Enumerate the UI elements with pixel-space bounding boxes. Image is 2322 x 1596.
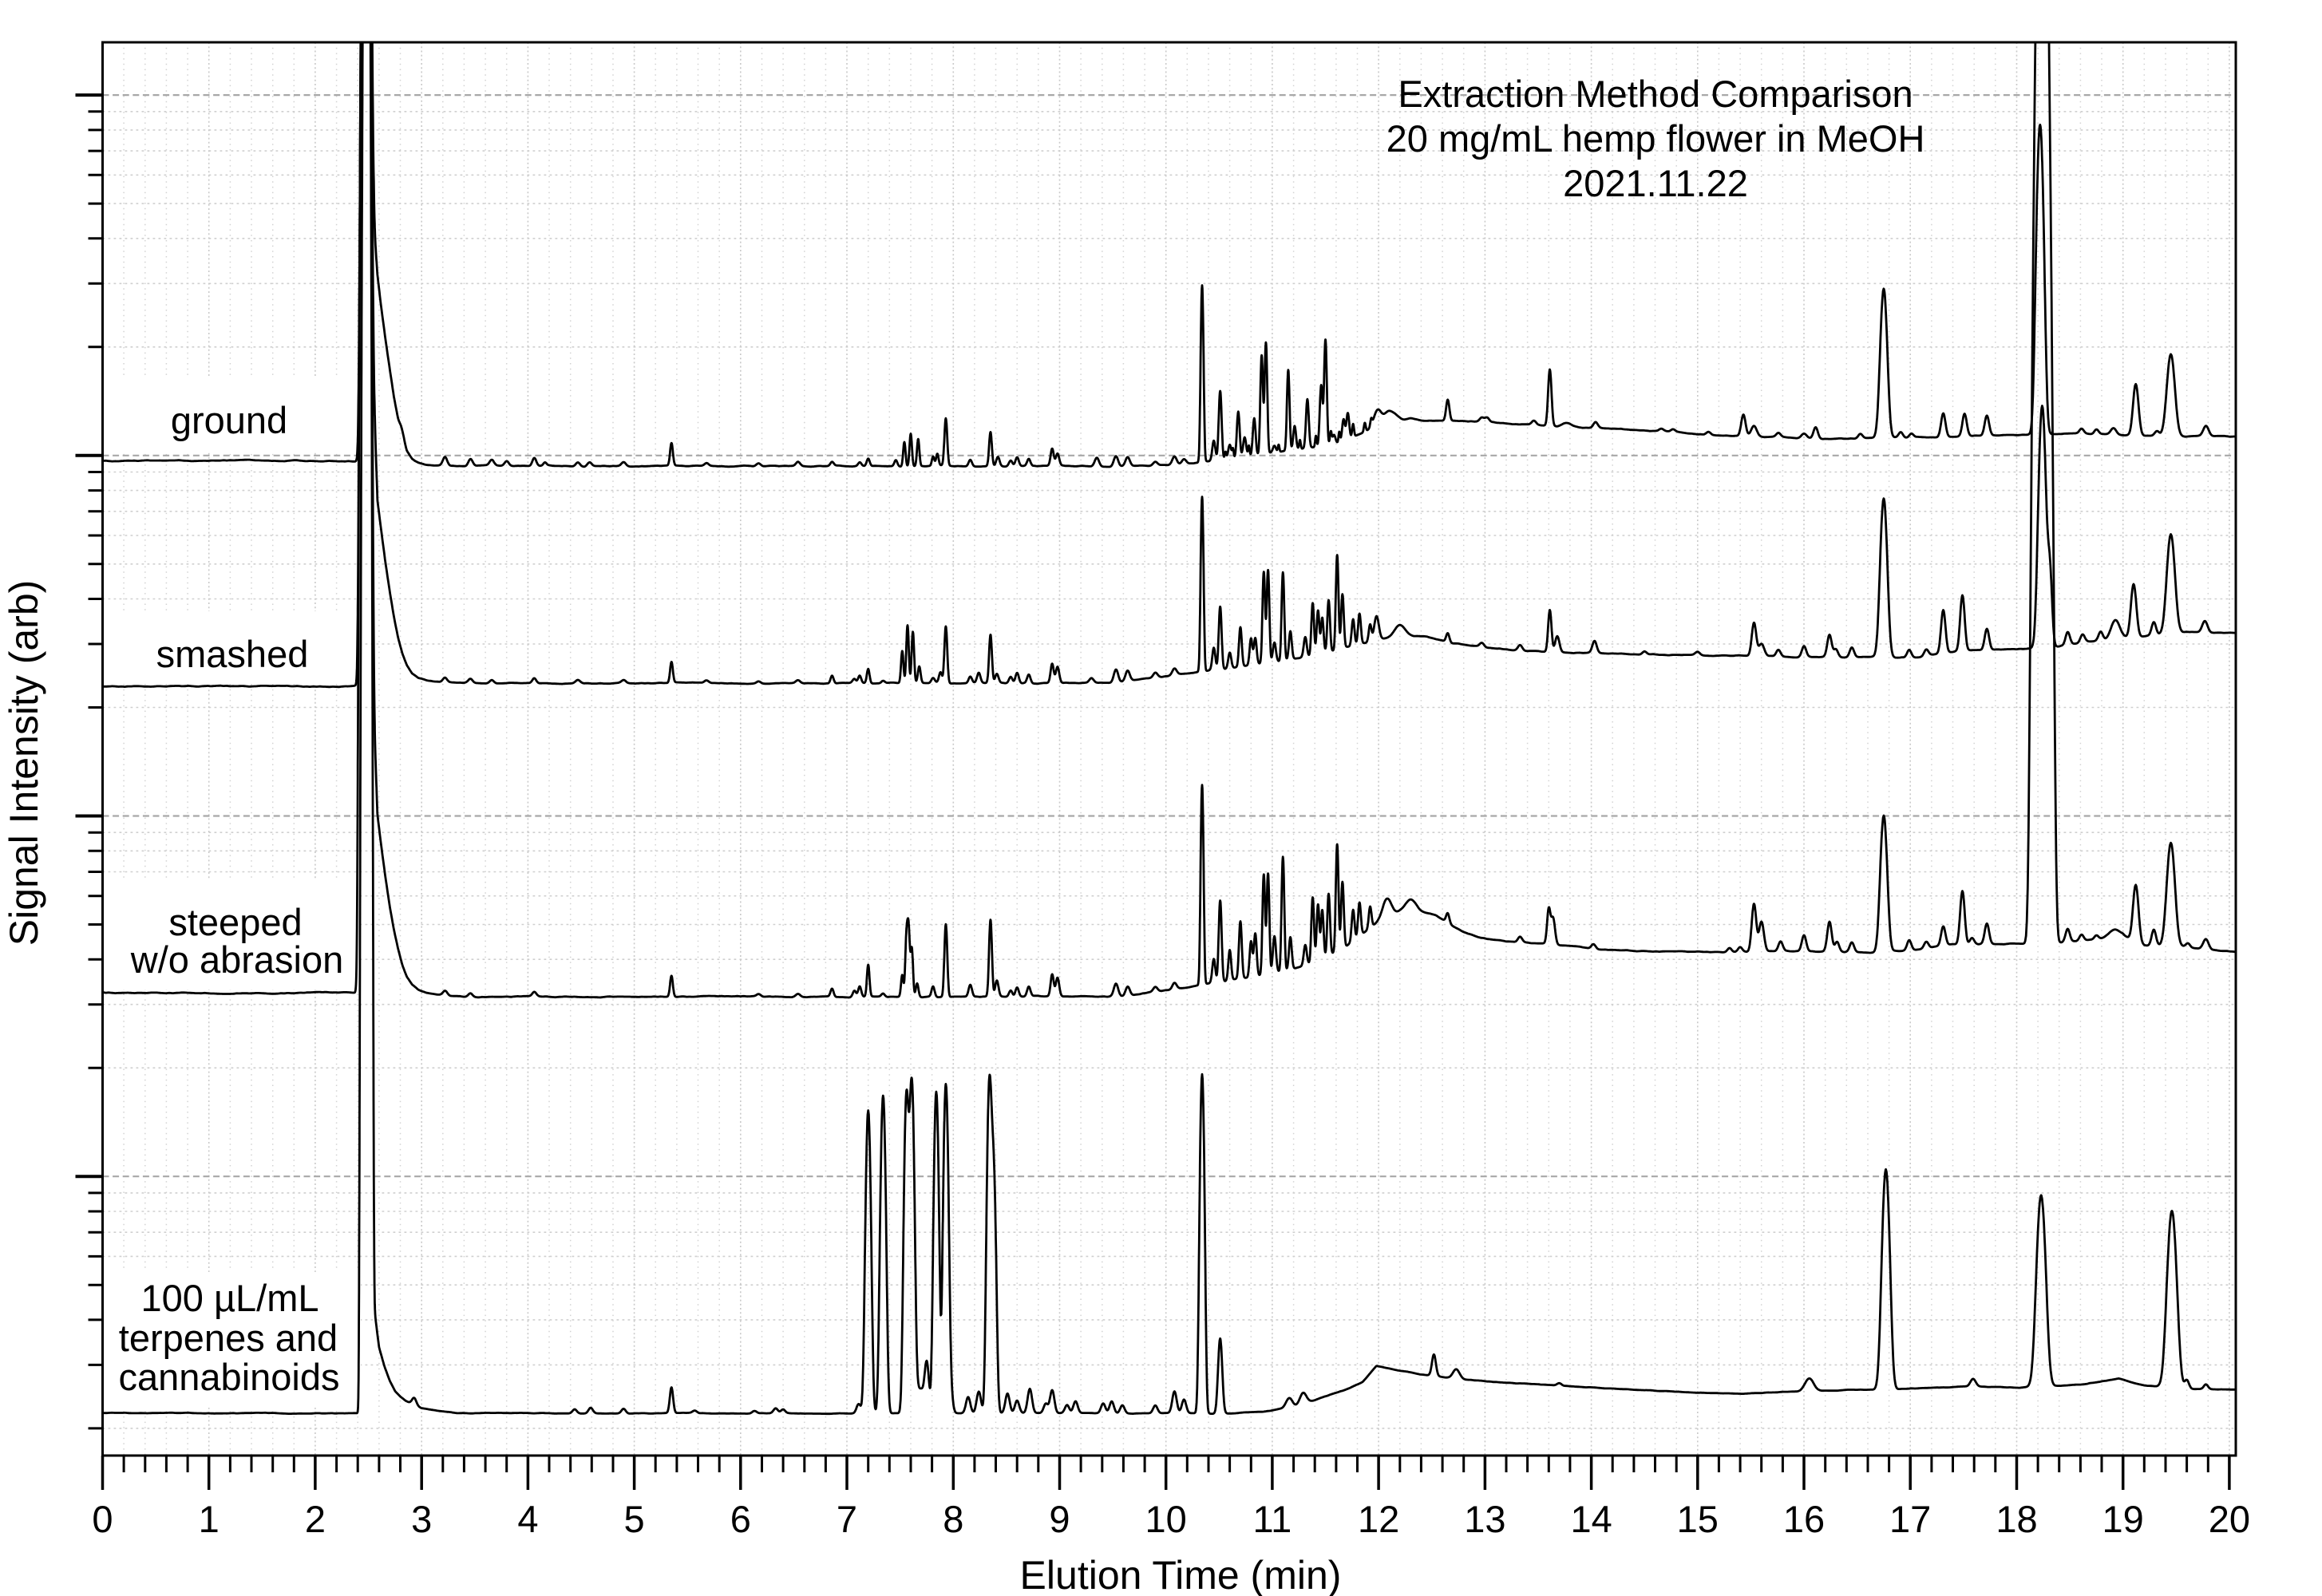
- svg-text:ground: ground: [171, 399, 287, 441]
- svg-text:cannabinoids: cannabinoids: [119, 1356, 340, 1398]
- svg-text:7: 7: [837, 1498, 857, 1540]
- svg-text:smashed: smashed: [156, 633, 309, 675]
- svg-text:20: 20: [2209, 1498, 2250, 1540]
- svg-text:20 mg/mL hemp flower in MeOH: 20 mg/mL hemp flower in MeOH: [1386, 117, 1925, 160]
- svg-text:2021.11.22: 2021.11.22: [1563, 162, 1748, 204]
- svg-text:12: 12: [1358, 1498, 1399, 1540]
- svg-text:6: 6: [730, 1498, 751, 1540]
- svg-text:13: 13: [1464, 1498, 1505, 1540]
- svg-text:10: 10: [1145, 1498, 1187, 1540]
- svg-text:19: 19: [2102, 1498, 2144, 1540]
- svg-text:1: 1: [199, 1498, 220, 1540]
- svg-text:17: 17: [1889, 1498, 1931, 1540]
- svg-text:11: 11: [1253, 1498, 1292, 1540]
- svg-text:w/o abrasion: w/o abrasion: [130, 938, 344, 981]
- svg-text:15: 15: [1677, 1498, 1719, 1540]
- svg-text:18: 18: [1996, 1498, 2037, 1540]
- svg-text:Extraction Method Comparison: Extraction Method Comparison: [1398, 73, 1913, 115]
- svg-text:14: 14: [1570, 1498, 1612, 1540]
- svg-text:3: 3: [411, 1498, 432, 1540]
- svg-text:steeped: steeped: [168, 901, 302, 943]
- svg-text:16: 16: [1783, 1498, 1825, 1540]
- svg-text:100 µL/mL: 100 µL/mL: [140, 1277, 318, 1319]
- svg-text:0: 0: [92, 1498, 113, 1540]
- svg-text:9: 9: [1049, 1498, 1070, 1540]
- svg-text:5: 5: [624, 1498, 645, 1540]
- svg-text:Signal Intensity (arb): Signal Intensity (arb): [2, 580, 46, 946]
- svg-text:Elution Time (min): Elution Time (min): [1020, 1553, 1342, 1596]
- svg-text:terpenes and: terpenes and: [119, 1317, 338, 1359]
- svg-text:8: 8: [943, 1498, 963, 1540]
- svg-text:2: 2: [305, 1498, 326, 1540]
- svg-text:4: 4: [517, 1498, 538, 1540]
